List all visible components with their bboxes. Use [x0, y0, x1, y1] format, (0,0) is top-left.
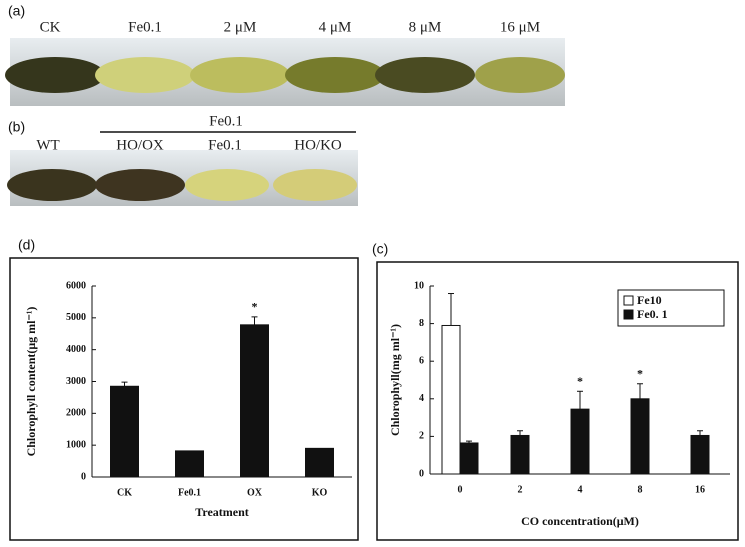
y-tick-label: 1000: [66, 439, 86, 450]
x-tick-label: 16: [695, 484, 705, 495]
bar: [570, 408, 590, 475]
legend-frame: [617, 289, 725, 327]
significance-mark: *: [577, 374, 583, 388]
bar: [510, 434, 530, 475]
bar: [459, 442, 479, 475]
x-tick-label: CK: [117, 487, 132, 498]
y-tick-label: 0: [419, 468, 424, 479]
x-axis-label: Treatment: [195, 505, 249, 519]
legend-swatch: [623, 295, 634, 306]
flask-label: Fe0.1: [208, 137, 242, 153]
flask-label: 8 μM: [409, 19, 442, 35]
group-label: Fe0.1: [209, 113, 243, 129]
significance-mark: *: [637, 367, 643, 381]
flask-label: Fe0.1: [128, 19, 162, 35]
flask-label: HO/OX: [116, 137, 164, 153]
flask-label: 4 μM: [319, 19, 352, 35]
y-tick-label: 2: [419, 431, 424, 442]
bar: [630, 398, 650, 475]
y-tick-label: 6: [419, 355, 424, 366]
y-tick-label: 5000: [66, 312, 86, 323]
bar: [690, 434, 710, 475]
flask-label: WT: [36, 137, 59, 153]
y-tick-label: 0: [81, 471, 86, 482]
legend-swatch: [623, 309, 634, 320]
flasks-b: [7, 169, 357, 201]
flask-label: HO/KO: [294, 137, 342, 153]
bar: [441, 324, 461, 475]
y-tick-label: 10: [414, 280, 424, 291]
panel-label: (b): [8, 119, 25, 135]
panel-label: (c): [372, 241, 388, 257]
chart-frame: [376, 261, 739, 541]
significance-mark: *: [252, 300, 258, 314]
flask-label: 16 μM: [500, 19, 540, 35]
y-tick-label: 3000: [66, 376, 86, 387]
panel-label: (a): [8, 3, 25, 19]
panel-label: (d): [18, 237, 35, 253]
bar: [175, 450, 204, 478]
x-tick-label: 0: [458, 484, 463, 495]
legend-label: Fe0. 1: [637, 307, 668, 321]
bar: [305, 447, 334, 478]
x-tick-label: 4: [578, 484, 583, 495]
x-tick-label: OX: [247, 487, 263, 498]
y-tick-label: 4000: [66, 344, 86, 355]
flask-label: CK: [40, 19, 61, 35]
x-axis-label: CO concentration(μM): [521, 514, 639, 528]
y-axis-label: Chlorophyll(mg ml⁻¹): [388, 324, 402, 436]
legend-label: Fe10: [637, 293, 662, 307]
x-tick-label: 8: [638, 484, 643, 495]
flask-label: 2 μM: [224, 19, 257, 35]
x-tick-label: Fe0.1: [178, 487, 201, 498]
y-axis-label: Chlorophyll content(μg ml⁻¹): [24, 307, 38, 457]
chart-frame: [9, 257, 359, 541]
bar: [110, 385, 139, 478]
y-tick-label: 4: [419, 393, 424, 404]
y-tick-label: 8: [419, 318, 424, 329]
flasks-a: [5, 57, 565, 93]
y-tick-label: 6000: [66, 280, 86, 291]
y-tick-label: 2000: [66, 408, 86, 419]
x-tick-label: 2: [518, 484, 523, 495]
x-tick-label: KO: [312, 487, 328, 498]
bar: [240, 324, 269, 478]
